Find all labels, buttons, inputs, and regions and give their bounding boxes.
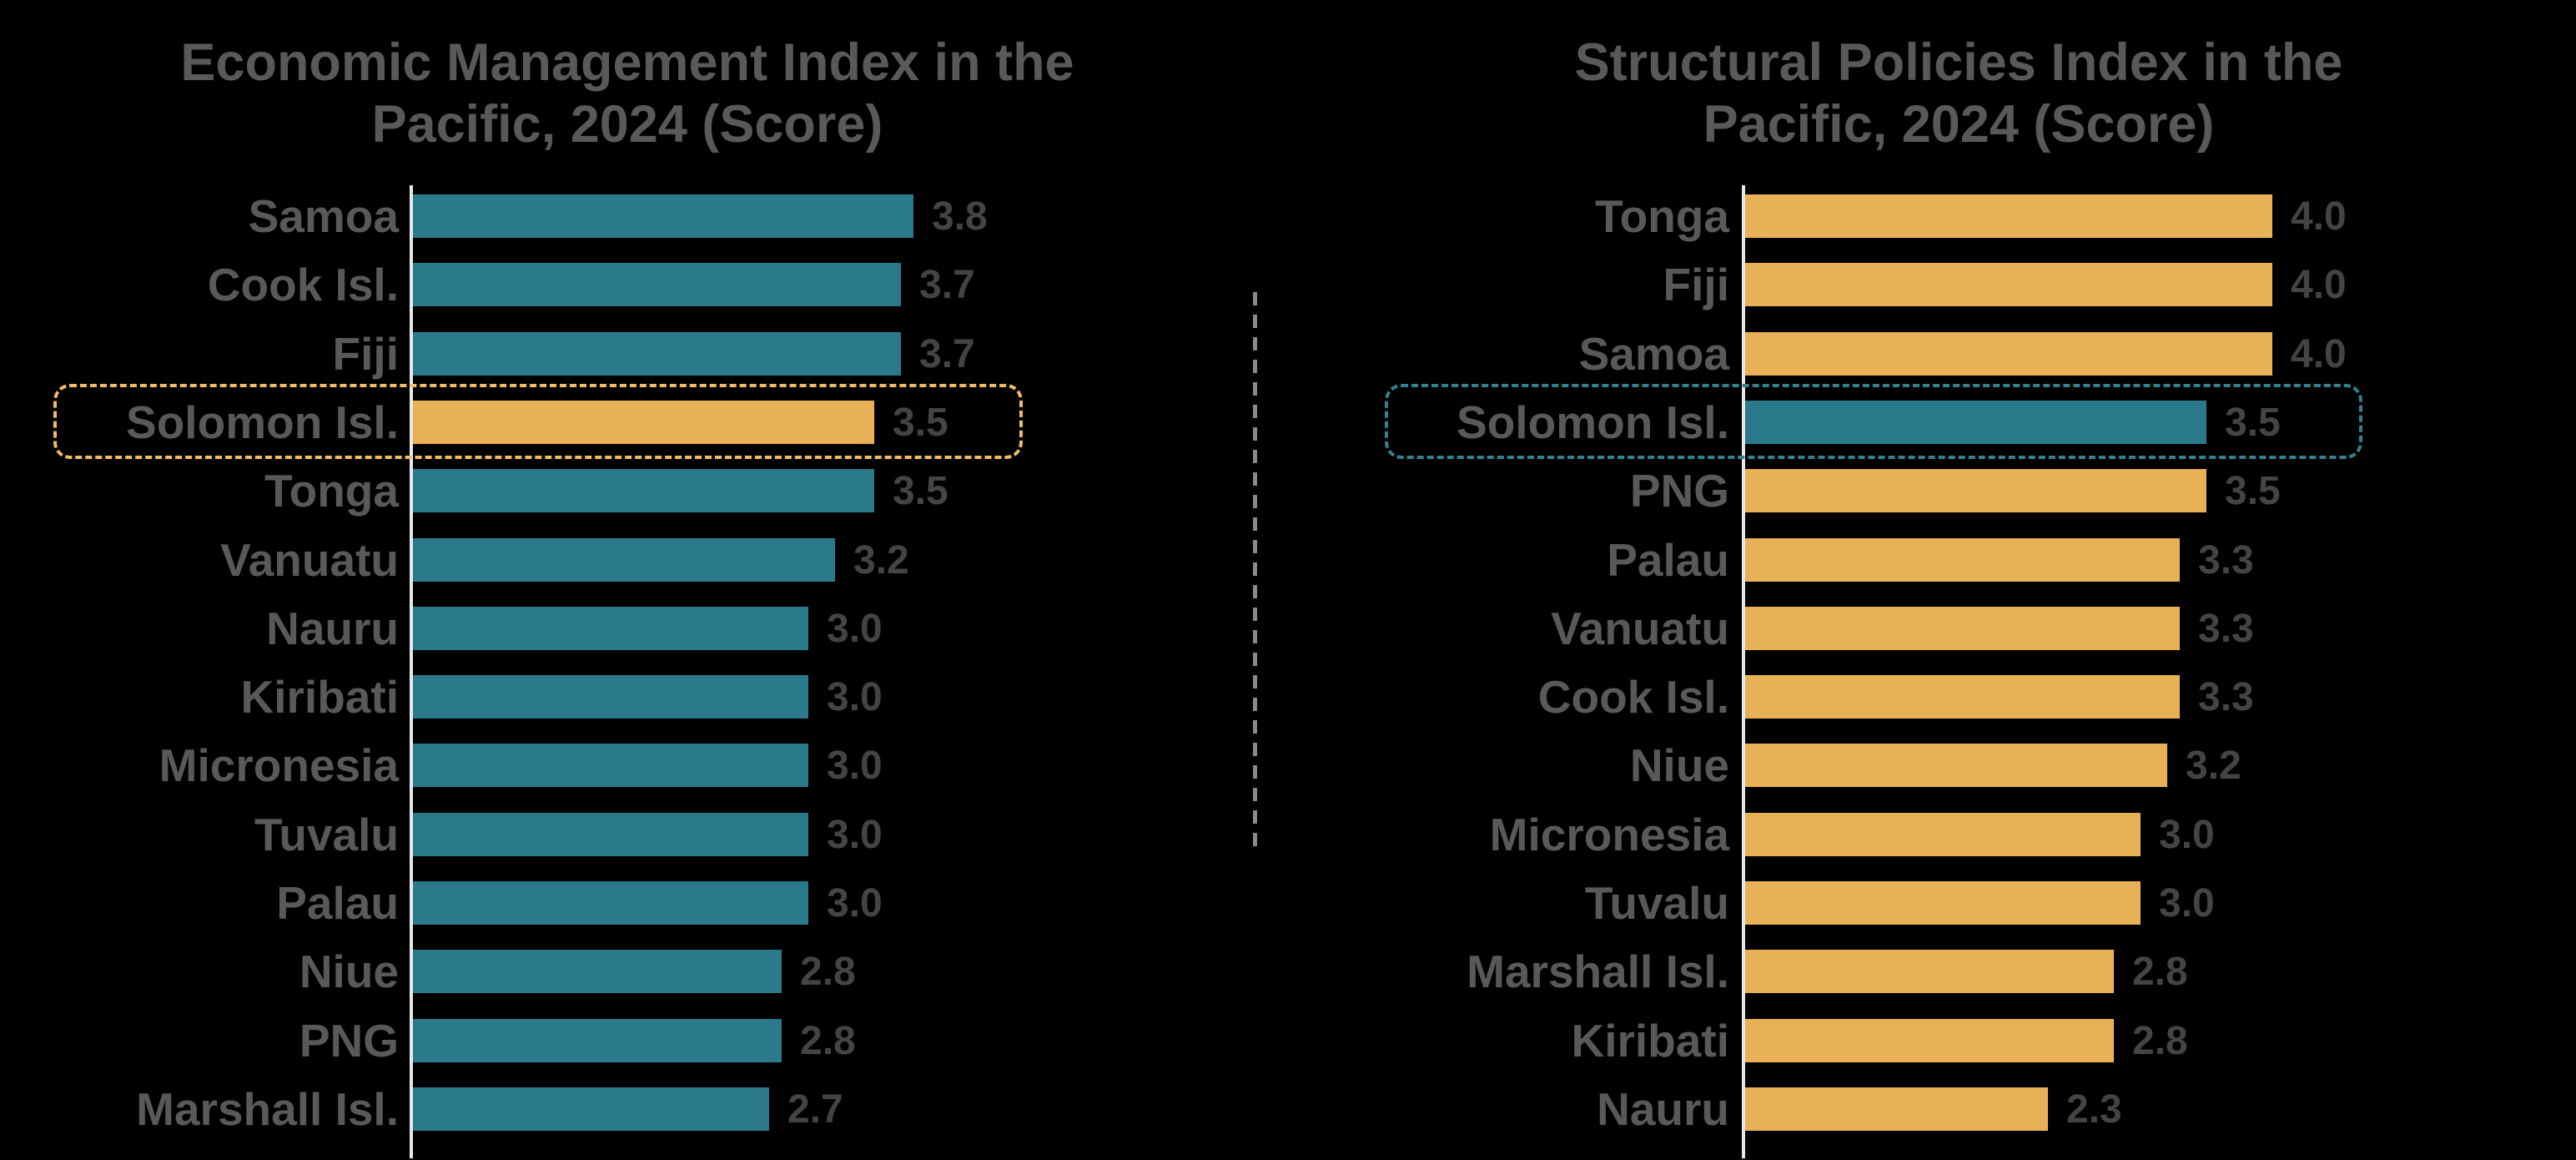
category-label: Vanuatu [220, 534, 399, 586]
value-label: 3.5 [893, 400, 948, 445]
value-label: 2.7 [787, 1087, 843, 1132]
bar [413, 263, 901, 306]
bar [1745, 469, 2206, 512]
value-label: 2.8 [2132, 949, 2188, 994]
highlighted-bar [1745, 401, 2206, 444]
category-label: Marshall Isl. [136, 1083, 399, 1135]
value-label: 3.7 [919, 331, 975, 376]
category-label: Fiji [332, 328, 399, 380]
category-label: Niue [299, 946, 399, 997]
category-label: Kiribati [1571, 1015, 1729, 1067]
category-label: Nauru [1597, 1083, 1729, 1135]
value-label: 3.0 [827, 674, 883, 719]
bar [1745, 538, 2180, 582]
bar [413, 332, 901, 376]
value-label: 4.0 [2291, 262, 2347, 307]
value-label: 3.0 [2159, 880, 2215, 925]
highlighted-bar [413, 401, 874, 444]
left-y-axis-line [410, 185, 413, 1158]
bar [413, 1019, 782, 1062]
value-label: 4.0 [2291, 331, 2347, 376]
bar [413, 194, 913, 238]
value-label: 2.8 [800, 1018, 856, 1063]
category-label: Tuvalu [1584, 877, 1729, 929]
bar [1745, 744, 2167, 787]
value-label: 3.3 [2198, 674, 2254, 719]
bar [1745, 1019, 2114, 1062]
value-label: 3.3 [2198, 537, 2254, 583]
value-label: 3.5 [893, 468, 948, 513]
right-chart-title: Structural Policies Index in the Pacific… [1375, 32, 2543, 155]
value-label: 3.8 [932, 194, 988, 239]
category-label: Nauru [266, 603, 399, 654]
bar [1745, 813, 2141, 856]
category-label: Samoa [1578, 328, 1729, 380]
category-label: Tonga [1595, 190, 1729, 242]
category-label: Micronesia [1489, 809, 1729, 860]
category-label: Tonga [264, 465, 399, 517]
value-label: 3.3 [2198, 606, 2254, 651]
category-label: Niue [1629, 739, 1729, 791]
category-label: Marshall Isl. [1467, 946, 1729, 997]
value-label: 2.8 [800, 949, 856, 994]
bar [413, 607, 808, 650]
value-label: 3.5 [2225, 400, 2281, 445]
category-label: Solomon Isl. [126, 396, 399, 448]
category-label: Palau [276, 877, 399, 929]
bar [413, 813, 808, 856]
bar [1745, 263, 2272, 306]
value-label: 2.3 [2066, 1087, 2122, 1132]
value-label: 4.0 [2291, 194, 2347, 239]
category-label: PNG [299, 1015, 399, 1067]
value-label: 3.2 [2186, 743, 2241, 788]
bar [413, 950, 782, 993]
bar [413, 675, 808, 719]
right-chart-title-line1: Structural Policies Index in the [1574, 33, 2343, 92]
value-label: 3.0 [827, 606, 883, 651]
bar [1745, 607, 2180, 650]
category-label: PNG [1629, 465, 1729, 517]
left-chart-title-line1: Economic Management Index in the [180, 33, 1074, 92]
category-label: Micronesia [158, 739, 399, 791]
bar [1745, 194, 2272, 238]
value-label: 3.7 [919, 262, 975, 307]
value-label: 3.2 [853, 537, 909, 583]
left-chart-title-line2: Pacific, 2024 (Score) [371, 95, 883, 154]
category-label: Fiji [1663, 259, 1729, 310]
bar [1745, 881, 2141, 925]
category-label: Palau [1607, 534, 1729, 586]
bar [1745, 332, 2272, 376]
value-label: 3.0 [2159, 812, 2215, 857]
value-label: 3.5 [2225, 468, 2281, 513]
category-label: Kiribati [240, 671, 399, 723]
bar [413, 881, 808, 925]
bar [1745, 1087, 2048, 1131]
divider-dashed-line [1253, 292, 1257, 853]
left-chart-title: Economic Management Index in the Pacific… [43, 32, 1211, 155]
bar [413, 744, 808, 787]
bar [413, 538, 835, 582]
category-label: Tuvalu [254, 809, 399, 860]
category-label: Solomon Isl. [1457, 396, 1729, 448]
category-label: Cook Isl. [1537, 671, 1729, 723]
bar [413, 469, 874, 512]
highlight-outline [53, 384, 1023, 459]
category-label: Vanuatu [1551, 603, 1729, 654]
bar [1745, 950, 2114, 993]
value-label: 3.0 [827, 743, 883, 788]
right-y-axis-line [1742, 185, 1745, 1158]
bar [1745, 675, 2180, 719]
right-chart-title-line2: Pacific, 2024 (Score) [1703, 95, 2215, 154]
value-label: 3.0 [827, 812, 883, 857]
category-label: Cook Isl. [207, 259, 399, 310]
category-label: Samoa [248, 190, 399, 242]
value-label: 2.8 [2132, 1018, 2188, 1063]
bar [413, 1087, 769, 1131]
highlight-outline [1385, 384, 2362, 459]
value-label: 3.0 [827, 880, 883, 925]
